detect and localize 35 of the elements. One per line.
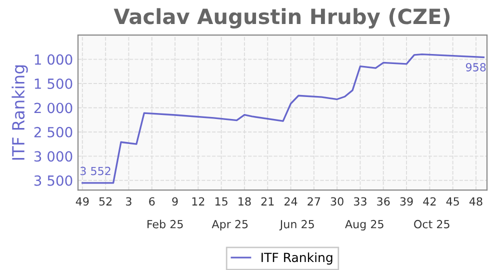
x-tick-label: 12	[192, 197, 204, 206]
y-tick-label: 1 500	[34, 78, 72, 90]
x-tick-label: 39	[400, 197, 413, 206]
x2-tick-label: Jun 25	[279, 220, 314, 230]
chart-title: Vaclav Augustin Hruby (CZE)	[114, 8, 450, 28]
x2-tick-label: Oct 25	[414, 220, 450, 228]
y-tick-label: 2 500	[34, 126, 72, 138]
x-tick-label: 6	[149, 197, 155, 206]
y-tick-label: 1 000	[34, 54, 72, 65]
x2-tick-label: Feb 25	[148, 220, 183, 228]
line-series	[82, 53, 485, 184]
x-tick-label: 24	[284, 197, 298, 206]
legend-label: ITF Ranking	[262, 252, 332, 265]
x-tick-label: 27	[308, 197, 320, 206]
x-tick-label: 3	[126, 197, 132, 206]
x-tick-label: 42	[423, 197, 436, 206]
x-tick-label: 30	[330, 197, 344, 206]
x-tick-label: 45	[446, 197, 459, 206]
y-tick-label: 3 500	[34, 175, 72, 186]
x-tick-label: 36	[377, 197, 390, 206]
x-tick-label: 48	[469, 197, 482, 206]
x-tick-label: 9	[172, 197, 178, 206]
x-tick-label: 21	[261, 197, 274, 206]
y-tick-label: 2 000	[34, 102, 72, 114]
x-tick-label: 49	[76, 197, 89, 206]
y-tick-label: 3 000	[34, 151, 72, 162]
x-tick-label: 15	[215, 197, 228, 206]
x2-tick-label: Apr 25	[212, 220, 248, 230]
x-tick-label: 52	[99, 197, 112, 206]
annotation: 958	[466, 63, 486, 72]
x-tick-label: 18	[238, 197, 251, 206]
x2-tick-label: Aug 25	[345, 220, 384, 230]
x-tick-label: 33	[354, 197, 366, 206]
y-axis-title: ITF Ranking	[12, 65, 28, 160]
annotation: 3 552	[80, 166, 110, 176]
